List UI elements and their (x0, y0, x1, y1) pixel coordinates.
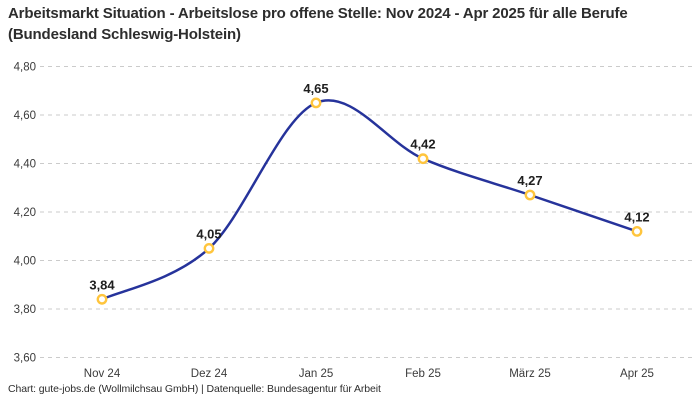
data-point-label: 4,05 (196, 226, 221, 241)
x-tick-label: Apr 25 (620, 368, 654, 380)
y-tick-label: 4,60 (14, 110, 36, 122)
x-tick-label: März 25 (509, 368, 551, 380)
data-point-marker[interactable] (631, 225, 643, 237)
data-point-label: 3,84 (89, 277, 115, 292)
y-tick-label: 4,80 (14, 62, 36, 74)
data-point-label: 4,27 (517, 173, 542, 188)
data-point-label: 4,42 (410, 137, 435, 152)
y-tick-label: 3,80 (14, 304, 36, 316)
y-tick-label: 4,20 (14, 207, 36, 219)
x-tick-label: Nov 24 (84, 368, 121, 380)
x-tick-label: Jan 25 (299, 368, 334, 380)
y-tick-label: 4,40 (14, 159, 36, 171)
data-point-label: 4,12 (624, 209, 649, 224)
data-point-marker[interactable] (310, 97, 322, 109)
x-tick-label: Feb 25 (405, 368, 441, 380)
data-point-marker[interactable] (203, 242, 215, 254)
chart-title: Arbeitsmarkt Situation - Arbeitslose pro… (8, 5, 628, 44)
chart-attribution: Chart: gute-jobs.de (Wollmilchsau GmbH) … (8, 383, 381, 395)
data-point-label: 4,65 (303, 81, 328, 96)
x-tick-label: Dez 24 (191, 368, 228, 380)
y-tick-label: 4,00 (14, 256, 36, 268)
data-point-marker[interactable] (524, 189, 536, 201)
y-tick-label: 3,60 (14, 353, 36, 365)
series-line (100, 99, 639, 301)
data-point-marker[interactable] (96, 293, 108, 305)
data-point-marker[interactable] (417, 153, 429, 165)
